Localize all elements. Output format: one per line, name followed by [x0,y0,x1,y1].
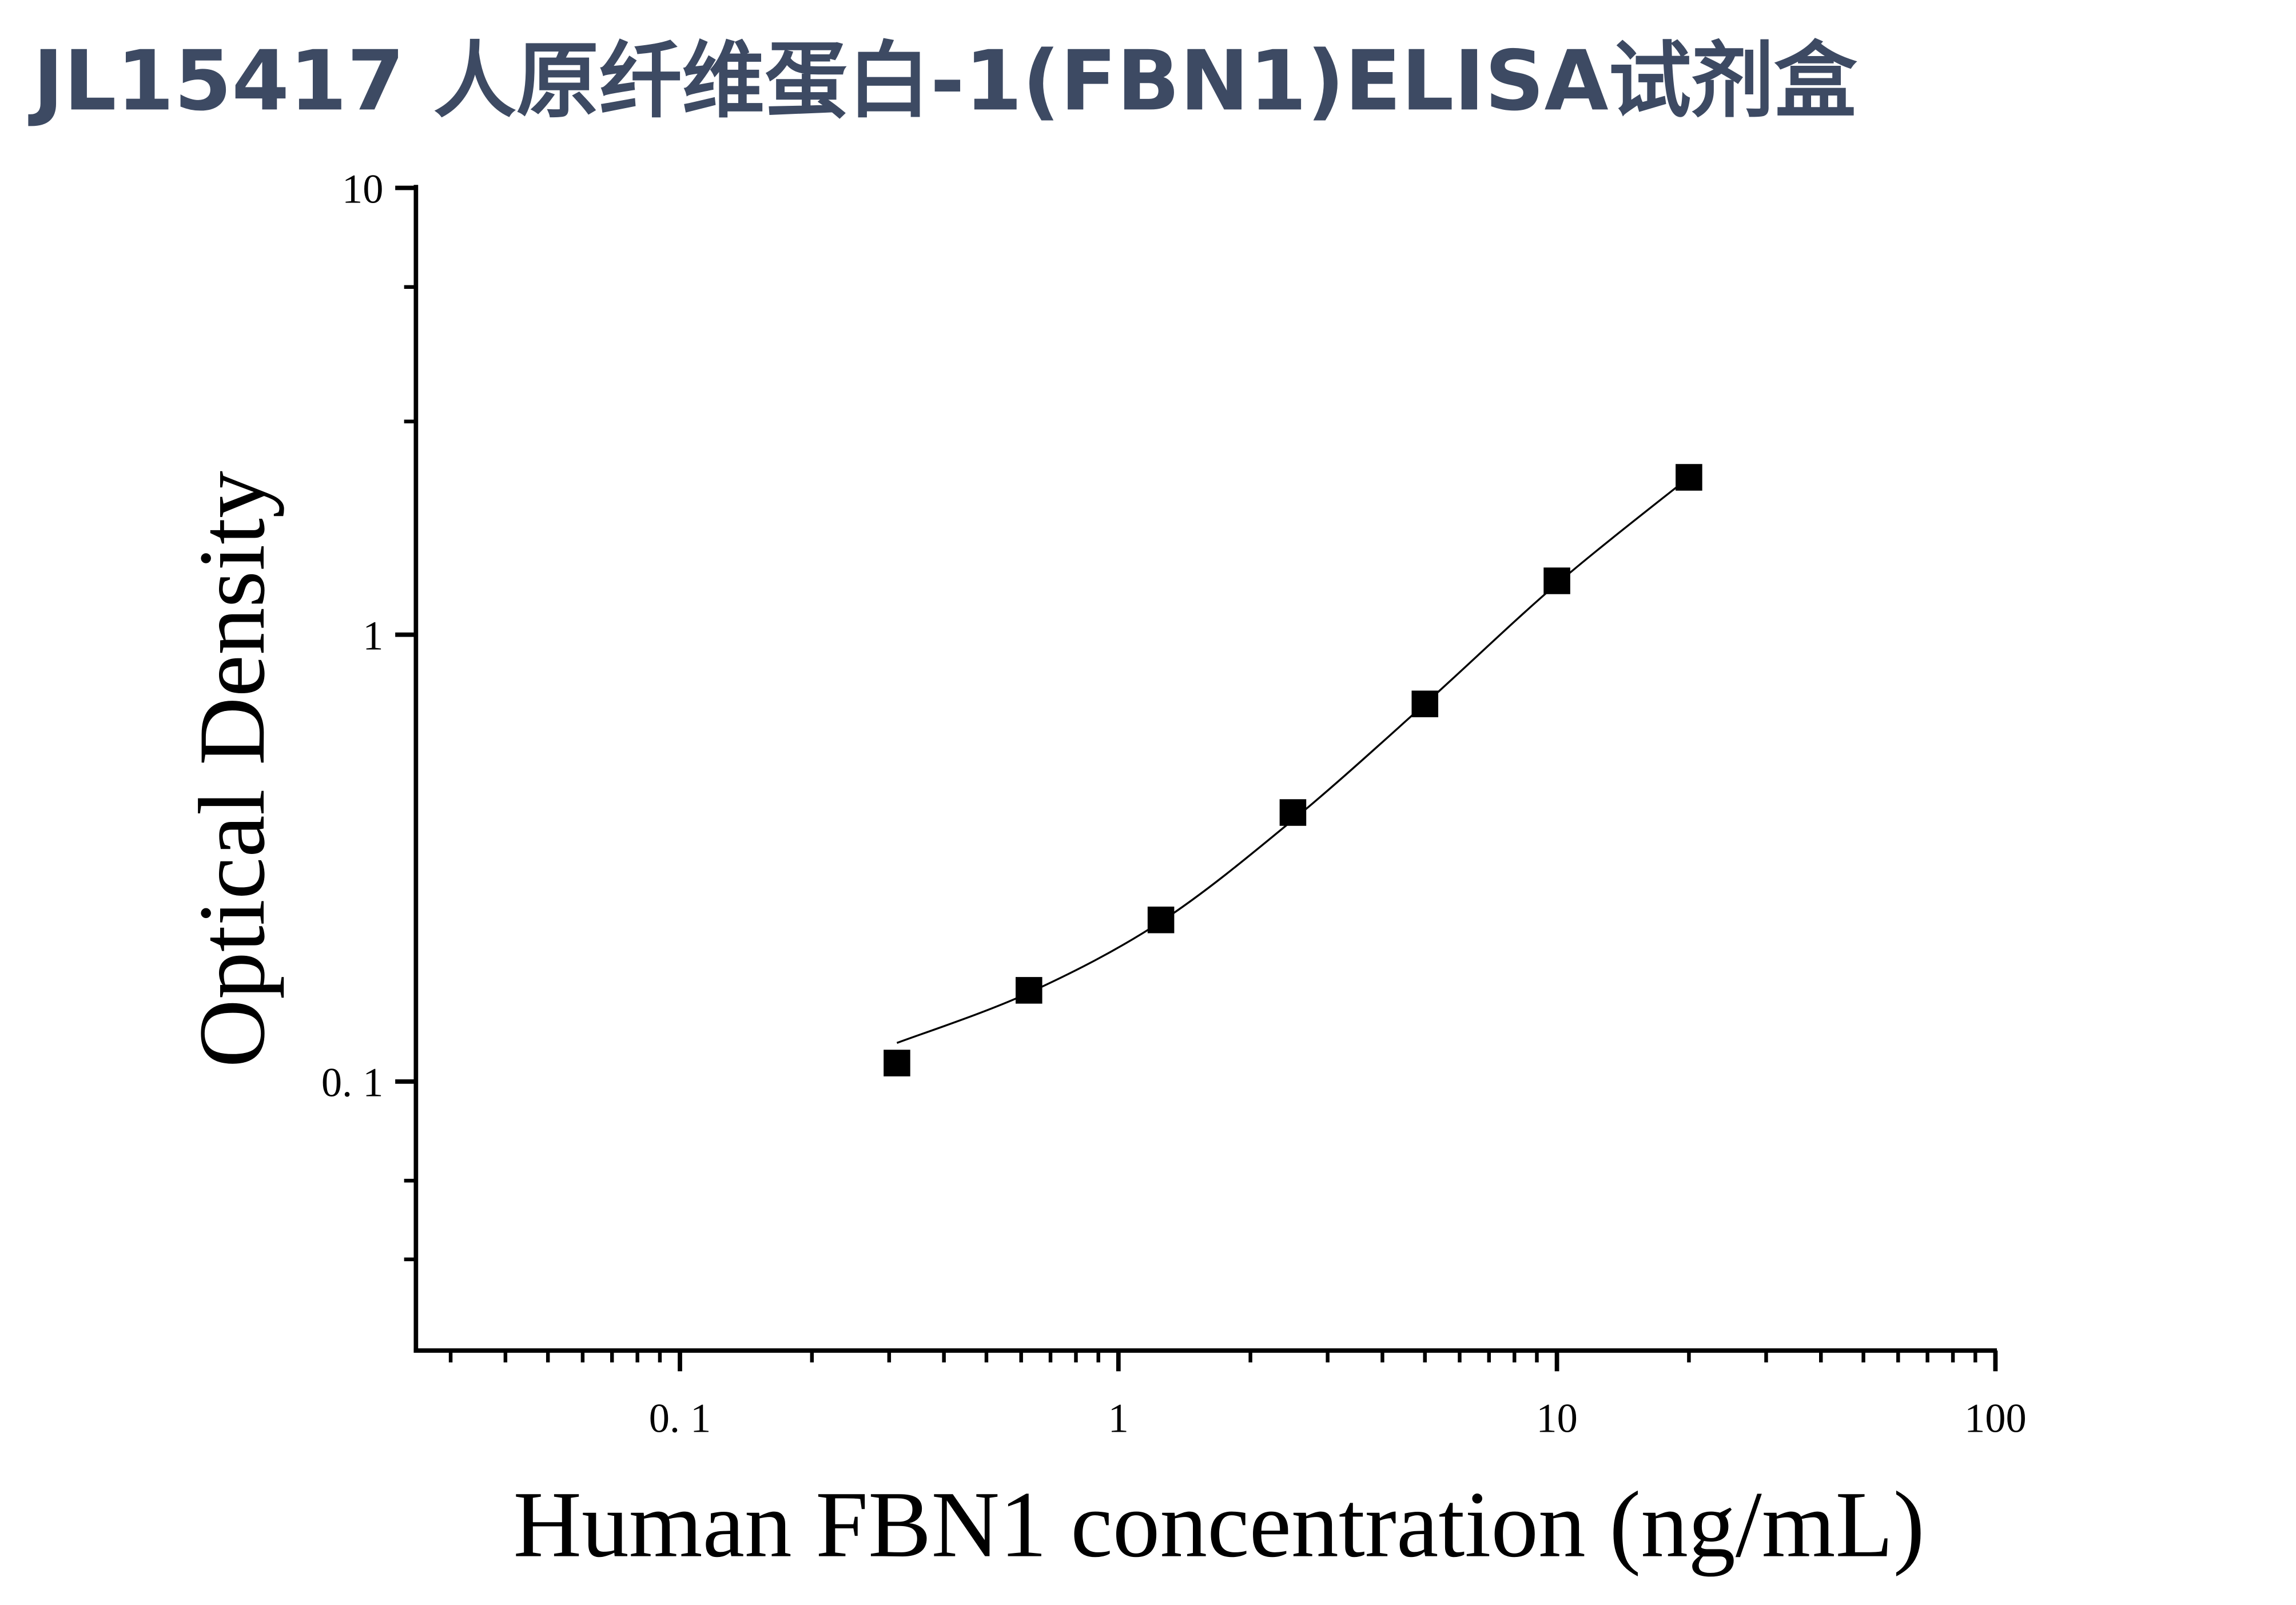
x-tick-label: 10 [1536,1395,1577,1441]
x-axis-label: Human FBN1 concentration (ng/mL) [514,1472,1925,1577]
x-tick-label: 1 [1108,1395,1129,1441]
y-tick-label: 10 [342,165,383,212]
y-tick-label: 0. 1 [321,1059,384,1106]
fit-curve [896,476,1690,1044]
x-tick-label: 0. 1 [649,1395,711,1441]
data-point [884,1050,910,1076]
x-tick-label: 100 [1964,1395,2027,1441]
data-point [1543,567,1570,594]
chart-title: JL15417 人原纤维蛋白-1(FBN1)ELISA试剂盒 [28,33,1858,129]
y-axis-label: Optical Density [180,471,284,1068]
data-point [1015,977,1042,1004]
y-tick-label: 1 [363,613,383,659]
data-point [1147,906,1175,933]
